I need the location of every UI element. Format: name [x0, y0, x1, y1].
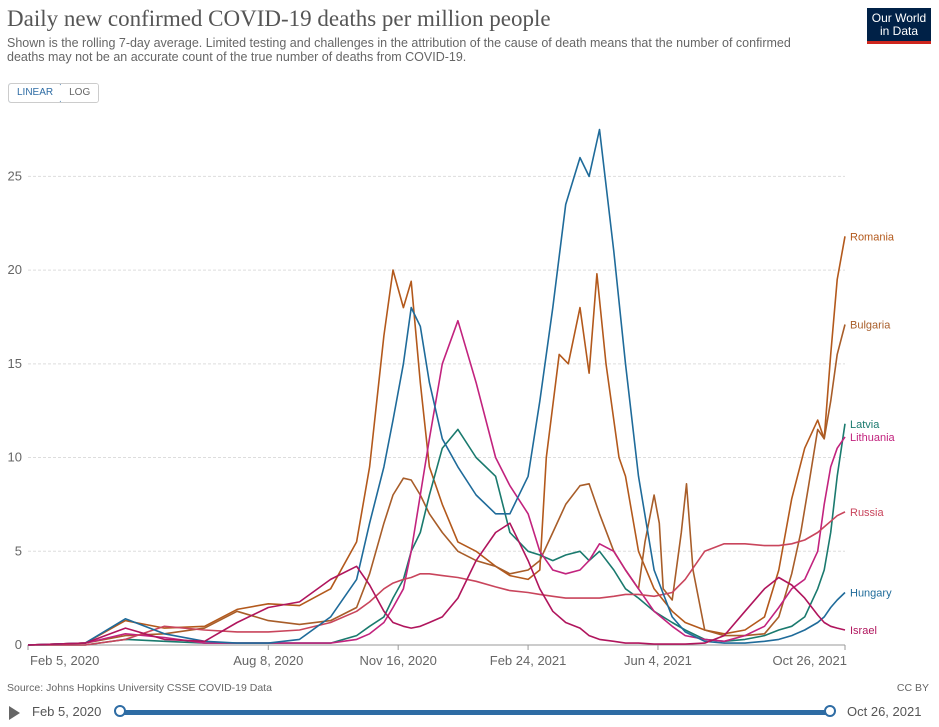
y-tick-label: 5: [15, 543, 22, 558]
y-tick-label: 20: [8, 262, 22, 277]
x-tick-label: Aug 8, 2020: [233, 653, 303, 668]
series-line-romania[interactable]: [27, 236, 846, 646]
line-chart[interactable]: 0 5 10 15 20 25 Feb 5, 2020 Aug 8, 2020 Nov 16, …: [0, 100, 939, 675]
series-label-israel[interactable]: Israel: [850, 625, 877, 637]
series-lines[interactable]: [27, 128, 846, 646]
timeline-start-label: Feb 5, 2020: [32, 704, 102, 719]
license-badge[interactable]: CC BY: [896, 682, 929, 694]
log-scale-button[interactable]: LOG: [61, 84, 99, 102]
timeline-start-handle[interactable]: [114, 705, 126, 717]
chart-subtitle: Shown is the rolling 7-day average. Limi…: [7, 36, 791, 64]
series-label-romania[interactable]: Romania: [850, 231, 895, 243]
x-tick-label: Feb 24, 2021: [490, 653, 567, 668]
source-note[interactable]: Source: Johns Hopkins University CSSE CO…: [7, 682, 272, 694]
x-tick-label: Oct 26, 2021: [773, 653, 847, 668]
logo-line-2: in Data: [879, 24, 919, 38]
series-line-lithuania[interactable]: [27, 319, 846, 646]
timeline-end-label: Oct 26, 2021: [847, 704, 922, 719]
series-line-hungary[interactable]: [27, 128, 846, 646]
scale-toggle: LINEAR LOG: [8, 83, 100, 103]
play-icon[interactable]: [9, 706, 20, 720]
axes: 0 5 10 15 20 25 Feb 5, 2020 Aug 8, 2020 Nov 16, …: [8, 168, 847, 668]
series-label-latvia[interactable]: Latvia: [850, 419, 880, 431]
y-tick-label: 10: [8, 450, 22, 465]
timeline: Feb 5, 2020 Oct 26, 2021: [0, 700, 939, 727]
series-line-israel[interactable]: [27, 522, 846, 646]
x-tick-label: Feb 5, 2020: [30, 653, 99, 668]
timeline-end-handle[interactable]: [824, 705, 836, 717]
series-label-lithuania[interactable]: Lithuania: [850, 432, 896, 444]
series-label-bulgaria[interactable]: Bulgaria: [850, 319, 891, 331]
y-tick-label: 0: [15, 637, 22, 652]
series-line-latvia[interactable]: [28, 423, 846, 646]
y-tick-label: 15: [8, 356, 22, 371]
series-label-hungary[interactable]: Hungary: [850, 588, 892, 600]
logo-line-1: Our World: [871, 11, 927, 25]
owid-logo[interactable]: Our World in Data: [867, 8, 931, 44]
series-label-russia[interactable]: Russia: [850, 507, 885, 519]
grid: [28, 175, 845, 552]
series-line-bulgaria[interactable]: [27, 324, 846, 646]
y-tick-label: 25: [8, 168, 22, 183]
chart-title: Daily new confirmed COVID-19 deaths per …: [7, 6, 551, 31]
x-tick-label: Nov 16, 2020: [360, 653, 437, 668]
x-tick-label: Jun 4, 2021: [624, 653, 692, 668]
timeline-track[interactable]: [120, 710, 830, 715]
